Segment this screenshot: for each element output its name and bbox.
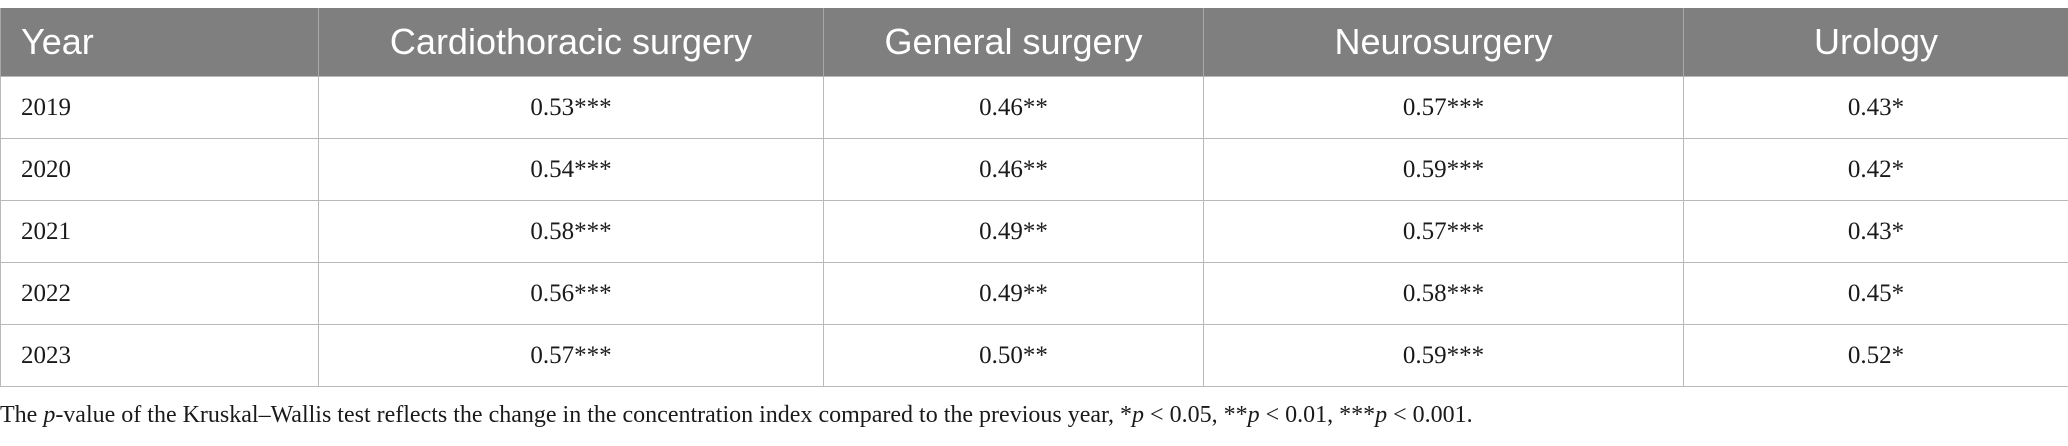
table-row: 2019 0.53*** 0.46** 0.57*** 0.43*	[0, 76, 2068, 139]
urology-cell: 0.45*	[1683, 262, 2068, 325]
header-cardiothoracic-surgery: Cardiothoracic surgery	[318, 8, 824, 77]
general-surgery-cell: 0.46**	[823, 76, 1204, 139]
results-table-container: Year Cardiothoracic surgery General surg…	[0, 8, 2068, 387]
table-header-row: Year Cardiothoracic surgery General surg…	[0, 8, 2068, 77]
general-surgery-cell: 0.50**	[823, 324, 1204, 387]
footnote-text: < 0.001.	[1387, 402, 1473, 428]
footnote-text: < 0.01, ***	[1259, 402, 1376, 428]
footnote-p-italic: p	[1375, 402, 1388, 428]
urology-cell: 0.42*	[1683, 138, 2068, 201]
cardiothoracic-cell: 0.58***	[318, 200, 824, 263]
year-cell: 2020	[0, 138, 319, 201]
footnote-p-italic: p	[1132, 402, 1145, 428]
table-row: 2022 0.56*** 0.49** 0.58*** 0.45*	[0, 262, 2068, 325]
table-row: 2020 0.54*** 0.46** 0.59*** 0.42*	[0, 138, 2068, 201]
general-surgery-cell: 0.46**	[823, 138, 1204, 201]
general-surgery-cell: 0.49**	[823, 200, 1204, 263]
header-urology: Urology	[1683, 8, 2068, 77]
footnote-p-italic: p	[1247, 402, 1260, 428]
header-neurosurgery: Neurosurgery	[1203, 8, 1684, 77]
urology-cell: 0.52*	[1683, 324, 2068, 387]
neurosurgery-cell: 0.59***	[1203, 138, 1684, 201]
concentration-index-table: Year Cardiothoracic surgery General surg…	[0, 8, 2068, 387]
urology-cell: 0.43*	[1683, 76, 2068, 139]
table-row: 2023 0.57*** 0.50** 0.59*** 0.52*	[0, 324, 2068, 387]
footnote-text: -value of the Kruskal–Wallis test reflec…	[55, 402, 1133, 428]
year-cell: 2022	[0, 262, 319, 325]
year-cell: 2023	[0, 324, 319, 387]
cardiothoracic-cell: 0.54***	[318, 138, 824, 201]
neurosurgery-cell: 0.58***	[1203, 262, 1684, 325]
cardiothoracic-cell: 0.53***	[318, 76, 824, 139]
urology-cell: 0.43*	[1683, 200, 2068, 263]
year-cell: 2021	[0, 200, 319, 263]
table-footnote: The p-value of the Kruskal–Wallis test r…	[0, 402, 1473, 429]
table-row: 2021 0.58*** 0.49** 0.57*** 0.43*	[0, 200, 2068, 263]
neurosurgery-cell: 0.57***	[1203, 76, 1684, 139]
cardiothoracic-cell: 0.57***	[318, 324, 824, 387]
header-general-surgery: General surgery	[823, 8, 1204, 77]
footnote-p-italic: p	[43, 402, 56, 428]
general-surgery-cell: 0.49**	[823, 262, 1204, 325]
year-cell: 2019	[0, 76, 319, 139]
footnote-prefix: The	[0, 402, 44, 428]
header-year: Year	[0, 8, 319, 77]
neurosurgery-cell: 0.59***	[1203, 324, 1684, 387]
cardiothoracic-cell: 0.56***	[318, 262, 824, 325]
neurosurgery-cell: 0.57***	[1203, 200, 1684, 263]
footnote-text: < 0.05, **	[1144, 402, 1248, 428]
